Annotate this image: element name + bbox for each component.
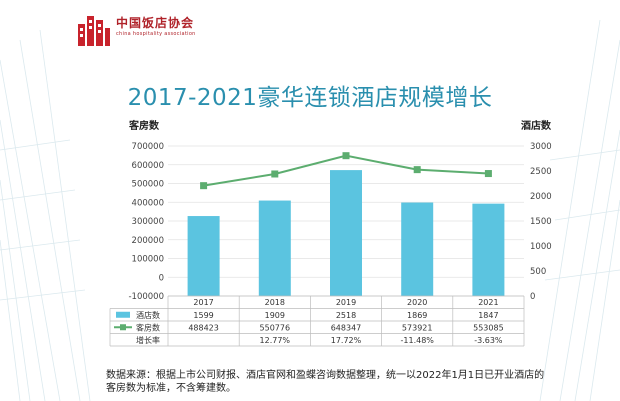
logo-subtitle: china hospitality association	[116, 31, 196, 37]
table-cell: 17.72%	[331, 336, 362, 345]
table-cell: 573921	[402, 323, 433, 332]
left-axis-tick: 100000	[132, 255, 164, 265]
left-axis-tick: 200000	[132, 236, 164, 246]
bar-2020	[401, 202, 434, 296]
x-axis-label: 2021	[478, 298, 498, 307]
table-row-label: 酒店数	[136, 310, 160, 320]
hotel-association-logo-icon	[78, 16, 110, 46]
left-axis-tick: 0	[159, 273, 164, 283]
left-axis-tick: -100000	[128, 292, 164, 302]
right-axis-tick: 1500	[530, 217, 552, 227]
x-axis-label: 2020	[407, 298, 427, 307]
left-axis-tick: 600000	[132, 161, 164, 171]
table-cell: 488423	[188, 323, 219, 332]
left-axis-tick: 300000	[132, 217, 164, 227]
right-axis-tick: 0	[530, 292, 535, 302]
table-cell: 553085	[473, 323, 504, 332]
legend-bar-key	[116, 311, 130, 318]
chart-title: 2017-2021豪华连锁酒店规模增长	[127, 85, 493, 111]
line-point-2018	[271, 170, 279, 178]
table-cell: 1909	[265, 311, 285, 320]
table-cell: 648347	[331, 323, 362, 332]
table-cell: 2518	[336, 311, 356, 320]
right-axis-tick: 3000	[530, 142, 552, 152]
bar-2021	[472, 203, 505, 296]
right-axis-tick: 2500	[530, 167, 552, 177]
table-cell: 550776	[260, 323, 291, 332]
line-point-2019	[342, 152, 350, 160]
table-cell: 12.77%	[260, 336, 291, 345]
line-point-2020	[413, 166, 421, 174]
right-axis-tick: 1000	[530, 242, 552, 252]
table-cell: 1869	[407, 311, 427, 320]
bar-2017	[187, 216, 220, 296]
data-source-note: 数据来源：根据上市公司财报、酒店官网和盈蝶咨询数据整理，统一以2022年1月1日…	[106, 370, 545, 394]
left-axis-tick: 700000	[132, 142, 164, 152]
x-axis-label: 2018	[265, 298, 285, 307]
x-axis-label: 2019	[336, 298, 356, 307]
logo-name: 中国饭店协会	[116, 16, 195, 30]
table-row-label: 客房数	[136, 322, 160, 332]
table-row-label: 增长率	[136, 335, 160, 345]
line-point-2021	[484, 170, 492, 178]
right-axis-title: 酒店数	[521, 121, 551, 132]
x-axis-label: 2017	[193, 298, 213, 307]
bar-2018	[258, 200, 291, 296]
table-cell: -3.63%	[474, 336, 503, 345]
left-axis-title: 客房数	[129, 121, 159, 132]
table-cell: -11.48%	[401, 336, 435, 345]
legend-line-marker	[120, 324, 126, 331]
right-axis-tick: 500	[530, 267, 546, 277]
table-cell: 1847	[478, 311, 498, 320]
line-point-2017	[200, 182, 208, 190]
right-axis-tick: 2000	[530, 192, 552, 202]
bar-2019	[330, 170, 362, 296]
left-axis-tick: 500000	[132, 180, 164, 190]
left-axis-tick: 400000	[132, 198, 164, 208]
table-cell: 1599	[193, 311, 213, 320]
